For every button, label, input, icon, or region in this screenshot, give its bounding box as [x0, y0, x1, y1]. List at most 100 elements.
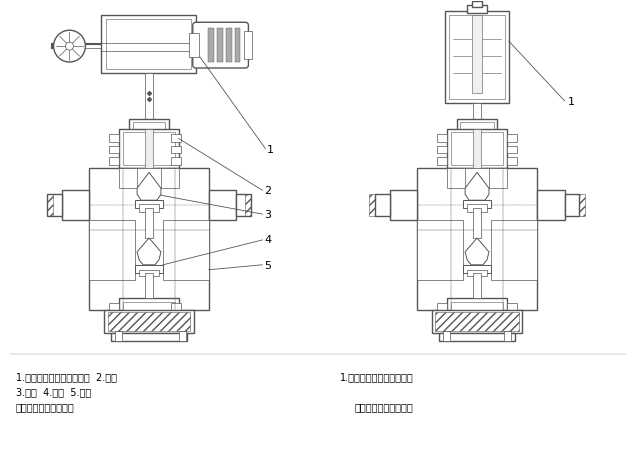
- Bar: [111, 333, 187, 341]
- Bar: [473, 129, 481, 169]
- Bar: [417, 169, 537, 310]
- Bar: [439, 333, 515, 341]
- Bar: [467, 270, 487, 276]
- Bar: [123, 131, 175, 165]
- Bar: [445, 11, 509, 103]
- Bar: [129, 119, 169, 135]
- Bar: [432, 310, 522, 333]
- Bar: [179, 332, 186, 341]
- Text: 5: 5: [265, 261, 272, 271]
- Bar: [90, 169, 209, 310]
- Bar: [491, 220, 537, 280]
- Bar: [244, 31, 252, 59]
- Bar: [451, 301, 503, 310]
- Bar: [139, 204, 159, 212]
- FancyBboxPatch shape: [193, 22, 249, 68]
- Circle shape: [53, 30, 85, 62]
- Bar: [145, 208, 153, 238]
- Bar: [438, 134, 447, 142]
- Text: 电子型电动双座调节阀: 电子型电动双座调节阀: [355, 402, 413, 412]
- Text: 1.电动执行机构（电子型）: 1.电动执行机构（电子型）: [340, 372, 413, 382]
- Bar: [507, 303, 517, 310]
- Bar: [460, 122, 494, 131]
- Bar: [108, 312, 190, 332]
- Bar: [90, 220, 135, 280]
- Text: 4: 4: [265, 235, 272, 245]
- Bar: [472, 15, 482, 93]
- Bar: [473, 208, 481, 238]
- Bar: [189, 33, 198, 57]
- Bar: [473, 273, 481, 298]
- Bar: [109, 134, 119, 142]
- Bar: [537, 190, 565, 220]
- Polygon shape: [137, 172, 161, 200]
- Text: 3.阀芯  4.阀座  5.阀体: 3.阀芯 4.阀座 5.阀体: [16, 387, 91, 397]
- Bar: [451, 131, 503, 165]
- Bar: [504, 332, 511, 341]
- Bar: [369, 194, 375, 216]
- Bar: [171, 303, 181, 310]
- Bar: [443, 332, 450, 341]
- Bar: [438, 157, 447, 165]
- Bar: [119, 129, 179, 169]
- Bar: [123, 301, 175, 310]
- Bar: [109, 157, 119, 165]
- Bar: [507, 134, 517, 142]
- Text: 普通型电动双座调节阀: 普通型电动双座调节阀: [16, 402, 74, 412]
- Bar: [438, 303, 447, 310]
- Bar: [109, 303, 119, 310]
- Bar: [507, 145, 517, 153]
- Bar: [135, 200, 163, 208]
- Bar: [171, 134, 181, 142]
- Bar: [467, 204, 487, 212]
- Bar: [375, 194, 390, 216]
- Bar: [237, 194, 251, 216]
- Text: 1: 1: [267, 145, 274, 156]
- Bar: [208, 28, 214, 62]
- Bar: [435, 312, 519, 332]
- Polygon shape: [137, 238, 161, 265]
- Bar: [565, 194, 579, 216]
- Bar: [507, 157, 517, 165]
- Bar: [119, 298, 179, 310]
- Bar: [463, 265, 491, 273]
- Bar: [235, 28, 240, 62]
- Bar: [217, 28, 223, 62]
- Polygon shape: [465, 238, 489, 265]
- Circle shape: [66, 42, 74, 50]
- Bar: [133, 122, 165, 131]
- Bar: [390, 190, 417, 220]
- Bar: [457, 119, 497, 135]
- Bar: [245, 194, 251, 216]
- Bar: [137, 169, 161, 188]
- Bar: [145, 129, 153, 169]
- Bar: [145, 73, 153, 129]
- Bar: [62, 190, 90, 220]
- Bar: [135, 265, 163, 273]
- Bar: [106, 19, 191, 69]
- Bar: [438, 145, 447, 153]
- Bar: [417, 220, 463, 280]
- Polygon shape: [465, 172, 489, 200]
- Bar: [449, 15, 505, 99]
- Bar: [463, 200, 491, 208]
- Bar: [472, 1, 482, 7]
- Bar: [171, 145, 181, 153]
- Bar: [447, 129, 507, 169]
- Bar: [447, 298, 507, 310]
- Bar: [226, 28, 232, 62]
- Bar: [473, 103, 481, 155]
- Text: 2: 2: [265, 186, 272, 196]
- Bar: [139, 270, 159, 276]
- Bar: [171, 157, 181, 165]
- Bar: [145, 273, 153, 298]
- Bar: [447, 169, 507, 188]
- Bar: [209, 190, 237, 220]
- Bar: [46, 194, 53, 216]
- Text: 1: 1: [567, 97, 574, 107]
- Text: 1.电动执行机构（普通型）  2.阀盖: 1.电动执行机构（普通型） 2.阀盖: [16, 372, 117, 382]
- Bar: [163, 220, 209, 280]
- Bar: [467, 6, 487, 13]
- Bar: [109, 145, 119, 153]
- Text: 3: 3: [265, 210, 272, 220]
